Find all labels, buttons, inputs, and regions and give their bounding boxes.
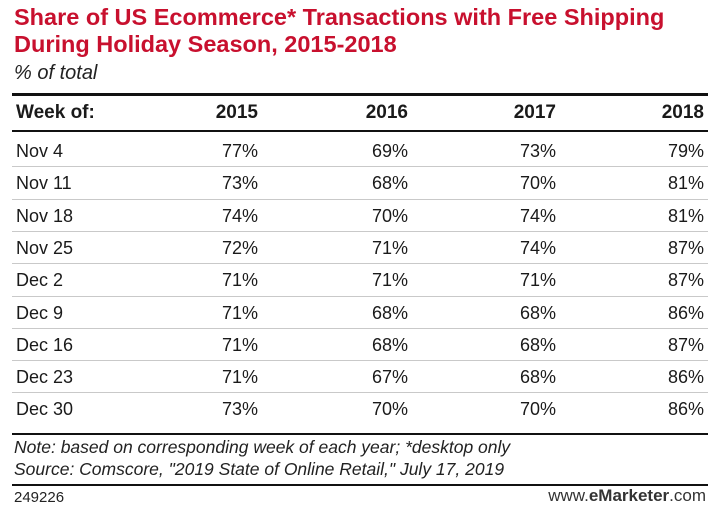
table-cell: 71%	[221, 367, 258, 388]
row-label: Nov 11	[16, 173, 72, 194]
row-divider	[12, 263, 708, 265]
chart-title: Share of US Ecommerce* Transactions with…	[14, 4, 665, 57]
table-cell: 71%	[221, 302, 258, 323]
table-cell: 70%	[519, 399, 556, 420]
table-cell: 73%	[221, 399, 258, 420]
table-header-rule	[12, 130, 708, 132]
table-cell: 71%	[371, 270, 408, 291]
row-label: Dec 23	[16, 367, 74, 388]
table-cell: 73%	[519, 141, 556, 161]
table-cell: 71%	[221, 270, 258, 291]
chart-id: 249226	[14, 489, 65, 506]
table-cell: 70%	[371, 399, 408, 420]
site-suffix: .com	[669, 486, 706, 505]
table-cell: 87%	[667, 270, 704, 291]
table-cell: 69%	[371, 141, 408, 161]
footnote: Note: based on corresponding week of eac…	[14, 437, 511, 457]
table-cell: 86%	[667, 367, 704, 388]
row-label: Dec 9	[16, 302, 64, 323]
row-divider	[12, 360, 708, 362]
table-cell: 70%	[519, 173, 556, 194]
table-cell: 71%	[519, 270, 556, 291]
table-bottom-rule	[12, 433, 708, 435]
row-divider	[12, 295, 708, 297]
row-divider	[12, 166, 708, 168]
table-cell: 71%	[371, 237, 408, 258]
table-cell: 86%	[667, 302, 704, 323]
column-header-year: 2018	[661, 102, 704, 123]
table-cell: 74%	[221, 205, 258, 226]
chart-subtitle: % of total	[14, 62, 98, 84]
row-label: Nov 25	[16, 237, 74, 258]
row-label: Dec 30	[16, 399, 74, 420]
table-cell: 81%	[667, 173, 704, 194]
table-cell: 68%	[371, 173, 408, 194]
column-header-week: Week of:	[16, 102, 95, 123]
table-cell: 70%	[371, 205, 408, 226]
column-header-year: 2016	[365, 102, 408, 123]
row-divider	[12, 230, 708, 232]
site-brand: eMarketer	[588, 486, 670, 505]
table-cell: 74%	[519, 205, 556, 226]
table-cell: 68%	[519, 302, 556, 323]
table-top-rule	[12, 93, 708, 96]
column-header-year: 2017	[513, 102, 556, 123]
column-header-year: 2015	[215, 102, 258, 123]
table-cell: 68%	[371, 302, 408, 323]
table-cell: 68%	[371, 334, 408, 355]
row-label: Dec 2	[16, 270, 64, 291]
table-cell: 68%	[519, 334, 556, 355]
table-cell: 87%	[667, 237, 704, 258]
row-label: Nov 18	[16, 205, 74, 226]
table-cell: 73%	[221, 173, 258, 194]
row-divider	[12, 392, 708, 394]
table-cell: 72%	[221, 237, 258, 258]
site-credit: www.eMarketer.com	[548, 486, 706, 506]
row-label: Dec 16	[16, 334, 74, 355]
table-cell: 87%	[667, 334, 704, 355]
table-cell: 77%	[221, 141, 258, 161]
row-divider	[12, 327, 708, 329]
table-cell: 67%	[371, 367, 408, 388]
source-note: Source: Comscore, "2019 State of Online …	[14, 459, 505, 479]
site-prefix: www.	[548, 486, 589, 505]
table-cell: 79%	[667, 141, 704, 161]
table-cell: 74%	[519, 237, 556, 258]
table-cell: 81%	[667, 205, 704, 226]
row-label: Nov 4	[16, 141, 64, 161]
table-cell: 86%	[667, 399, 704, 420]
row-divider	[12, 198, 708, 200]
table-cell: 68%	[519, 367, 556, 388]
footer-rule	[12, 484, 708, 486]
table-cell: 71%	[221, 334, 258, 355]
